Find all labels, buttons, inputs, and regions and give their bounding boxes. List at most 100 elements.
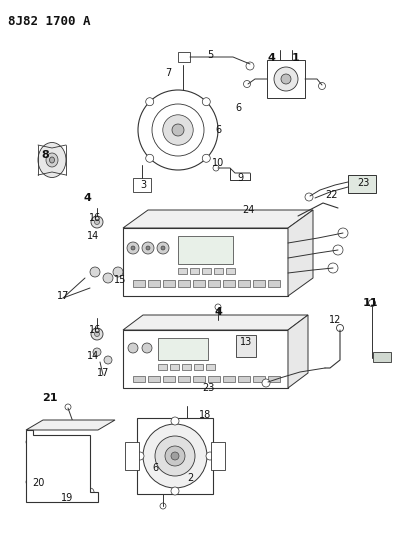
Bar	[182, 364, 191, 370]
Bar	[40, 442, 84, 480]
Text: 20: 20	[32, 478, 44, 488]
Bar	[158, 338, 208, 360]
Text: 5: 5	[207, 50, 213, 60]
Text: 14: 14	[87, 231, 99, 241]
Bar	[178, 268, 187, 274]
Circle shape	[333, 245, 343, 255]
Text: 4: 4	[214, 307, 222, 317]
Text: 24: 24	[242, 205, 254, 215]
Circle shape	[305, 193, 313, 201]
Bar	[267, 60, 305, 98]
Text: 9: 9	[237, 173, 243, 183]
Circle shape	[113, 267, 123, 277]
Bar	[194, 364, 203, 370]
Text: 11: 11	[362, 298, 378, 308]
Bar	[148, 376, 160, 382]
Circle shape	[337, 325, 344, 332]
Bar	[178, 376, 190, 382]
Text: 8: 8	[41, 150, 49, 160]
Polygon shape	[26, 420, 115, 430]
Bar	[268, 280, 280, 287]
Circle shape	[213, 165, 219, 171]
Bar	[123, 330, 288, 388]
Bar	[202, 268, 211, 274]
Circle shape	[243, 80, 250, 87]
Circle shape	[328, 263, 338, 273]
Circle shape	[26, 478, 34, 486]
Bar	[211, 442, 225, 470]
Circle shape	[206, 452, 214, 460]
Circle shape	[160, 503, 166, 509]
Circle shape	[163, 115, 193, 145]
Text: 23: 23	[202, 383, 214, 393]
Polygon shape	[288, 315, 308, 388]
Circle shape	[136, 452, 144, 460]
Circle shape	[202, 98, 210, 106]
Circle shape	[318, 83, 325, 90]
Text: 22: 22	[326, 190, 338, 200]
Text: 13: 13	[240, 337, 252, 347]
Circle shape	[165, 446, 185, 466]
Circle shape	[171, 417, 179, 425]
Text: 14: 14	[87, 351, 99, 361]
Circle shape	[142, 343, 152, 353]
Circle shape	[338, 228, 348, 238]
Bar	[193, 280, 205, 287]
Circle shape	[171, 452, 179, 460]
Polygon shape	[26, 430, 98, 502]
Circle shape	[131, 246, 135, 250]
Bar	[348, 175, 376, 193]
Text: 15: 15	[114, 275, 126, 285]
Text: 12: 12	[329, 315, 341, 325]
Bar	[373, 352, 391, 362]
Circle shape	[94, 332, 100, 336]
Bar	[178, 236, 233, 264]
Text: 6: 6	[152, 463, 158, 473]
Text: 4: 4	[267, 53, 275, 63]
Bar	[206, 364, 215, 370]
Circle shape	[91, 328, 103, 340]
Text: 6: 6	[215, 125, 221, 135]
Bar	[125, 442, 139, 470]
Circle shape	[146, 98, 154, 106]
Text: 17: 17	[57, 291, 69, 301]
Text: 8J82 1700 A: 8J82 1700 A	[8, 15, 90, 28]
Bar	[238, 280, 250, 287]
Bar	[178, 280, 190, 287]
Text: 2: 2	[187, 473, 193, 483]
Text: 17: 17	[97, 368, 109, 378]
Circle shape	[146, 154, 154, 162]
Text: 1: 1	[292, 53, 300, 63]
Circle shape	[161, 246, 165, 250]
Text: 19: 19	[61, 493, 73, 503]
Bar	[208, 280, 220, 287]
Circle shape	[26, 438, 34, 446]
Bar	[226, 268, 235, 274]
Circle shape	[91, 216, 103, 228]
Ellipse shape	[46, 153, 58, 167]
Ellipse shape	[49, 157, 55, 163]
Bar	[163, 376, 175, 382]
Circle shape	[281, 74, 291, 84]
Bar	[123, 228, 288, 296]
Bar	[178, 52, 190, 62]
Circle shape	[104, 356, 112, 364]
Bar	[163, 280, 175, 287]
Circle shape	[146, 246, 150, 250]
Bar	[170, 364, 179, 370]
Circle shape	[246, 62, 254, 70]
Circle shape	[369, 300, 376, 306]
Bar	[238, 376, 250, 382]
Bar	[193, 376, 205, 382]
Circle shape	[128, 343, 138, 353]
Circle shape	[157, 242, 169, 254]
Text: 16: 16	[89, 325, 101, 335]
Bar	[268, 376, 280, 382]
Circle shape	[93, 348, 101, 356]
Text: 18: 18	[199, 410, 211, 420]
Text: 6: 6	[235, 103, 241, 113]
Bar	[137, 418, 213, 494]
Text: 21: 21	[42, 393, 58, 403]
Circle shape	[90, 267, 100, 277]
Bar	[253, 376, 265, 382]
